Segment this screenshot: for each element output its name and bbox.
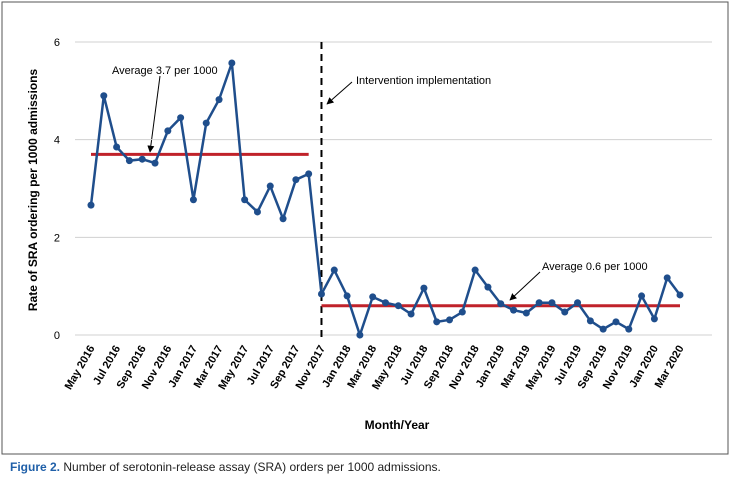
point [522,309,530,317]
point [241,196,249,204]
point [151,159,159,167]
point [253,208,261,216]
point [663,274,671,282]
y-axis-title: Rate of SRA ordering per 1000 admissions [26,69,40,312]
point [343,292,351,300]
point [369,293,377,301]
point [676,291,684,299]
point [138,155,146,163]
point [279,215,287,223]
point [458,308,466,316]
point [189,196,197,204]
point [177,114,185,122]
point [330,266,338,274]
point [510,306,518,314]
series-line [89,62,682,339]
y-tick-label: 0 [54,330,60,342]
average-label: Average 0.6 per 1000 [542,261,648,273]
average-label: Average 3.7 per 1000 [112,65,218,77]
point [535,299,543,307]
point [125,157,133,165]
point [228,59,236,67]
point [100,92,108,100]
point [548,299,556,307]
point [612,318,620,326]
point [574,299,582,307]
y-tick-label: 4 [54,135,60,147]
point [356,331,364,339]
point [446,316,454,324]
y-tick-label: 6 [54,37,60,49]
point [650,315,658,323]
point [382,299,389,307]
x-tick-label: May 2016 [63,344,98,392]
annotation-arrow [147,75,161,153]
point [87,201,95,209]
point [471,266,479,274]
point [420,284,428,292]
caption-label: Figure 2. [10,460,61,474]
annotation-arrow [509,271,541,301]
point [497,300,505,308]
point [394,302,402,310]
point [113,143,121,151]
chart-frame [1,1,729,455]
x-axis-title: Month/Year [365,418,430,432]
point [164,127,172,135]
point [305,170,313,178]
point [202,119,210,127]
point [317,290,325,298]
point [625,325,633,333]
point [561,308,569,316]
point [407,310,415,318]
caption-text: Number of serotonin-release assay (SRA) … [63,460,441,474]
caption: Figure 2. Number of serotonin-release as… [10,460,441,474]
point [215,96,223,104]
point [586,317,594,325]
point [484,283,492,291]
point [638,292,646,300]
point [599,325,607,333]
point [266,182,274,190]
annotation-arrow [326,81,353,105]
chart: Rate of SRA ordering per 1000 admissions… [1,1,729,455]
y-tick-label: 2 [54,232,60,244]
point [292,176,300,184]
point [433,318,441,326]
intervention-label: Intervention implementation [356,75,491,87]
